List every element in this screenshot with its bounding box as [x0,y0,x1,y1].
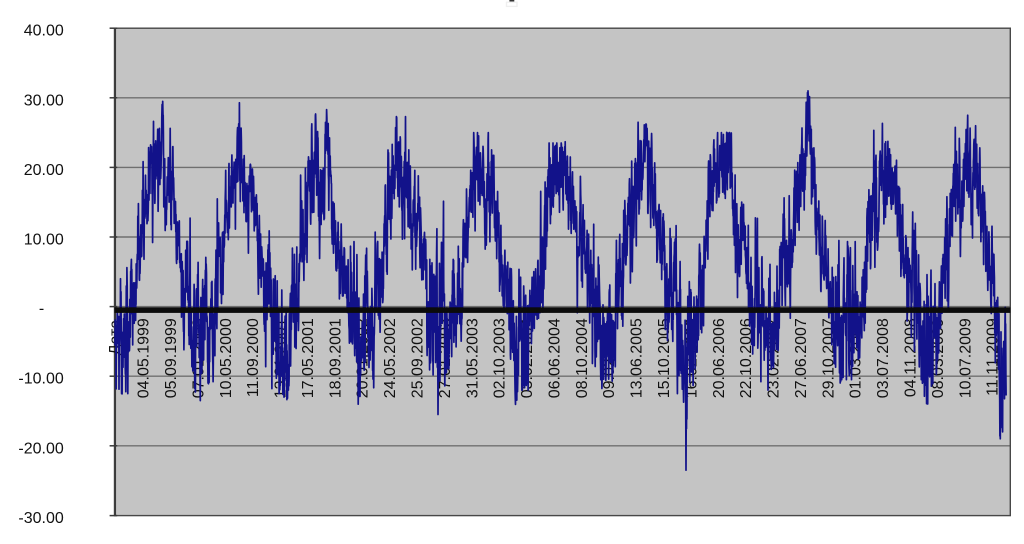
svg-text:15.10.2005: 15.10.2005 [656,318,673,398]
svg-text:10.07.2009: 10.07.2009 [957,318,974,398]
svg-text:10.00: 10.00 [24,232,64,249]
svg-text:-10.00: -10.00 [18,371,63,388]
svg-text:31.05.2003: 31.05.2003 [464,318,481,398]
svg-text:40.00: 40.00 [24,23,64,40]
svg-text:20.06.2006: 20.06.2006 [711,318,728,398]
svg-text:03.07.2008: 03.07.2008 [875,318,892,398]
svg-text:18.09.2001: 18.09.2001 [327,318,344,398]
svg-text:-: - [39,301,44,318]
svg-text:13.06.2005: 13.06.2005 [629,318,646,398]
svg-text:11.09.2000: 11.09.2000 [245,318,262,397]
svg-text:20.00: 20.00 [24,162,64,179]
svg-text:10.05.2000: 10.05.2000 [218,318,235,398]
svg-text:24.05.2002: 24.05.2002 [382,318,399,398]
svg-text:27.06.2007: 27.06.2007 [793,318,810,398]
svg-text:02.10.2003: 02.10.2003 [492,318,509,398]
svg-text:04.05.1999: 04.05.1999 [136,318,153,398]
svg-text:25.09.2002: 25.09.2002 [410,318,427,398]
svg-text:30.00: 30.00 [24,92,64,109]
svg-text:-20.00: -20.00 [18,440,63,457]
svg-text:05.09.1999: 05.09.1999 [163,318,180,398]
svg-text:-30.00: -30.00 [18,510,63,527]
svg-text:06.06.2004: 06.06.2004 [546,318,563,398]
svg-text:08.10.2004: 08.10.2004 [574,318,591,398]
svg-text:17.05.2001: 17.05.2001 [300,318,317,398]
